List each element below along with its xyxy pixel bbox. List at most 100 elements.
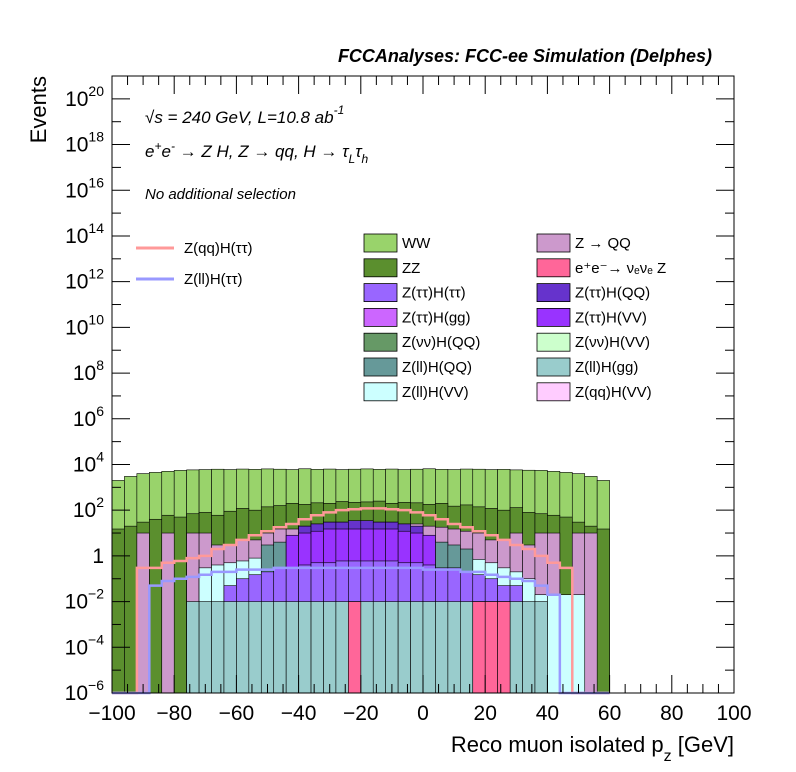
- y-tick-label: 10−2: [65, 586, 105, 614]
- legend-label-z-qq-h-vv: Z(qq)H(VV): [575, 384, 652, 401]
- bar-z-ll-h-gg: [335, 601, 349, 694]
- process-line: e+e- → Z H, Z → qq, H → τLτh: [145, 139, 369, 166]
- legend: Z(qq)H(ττ) Z(ll)H(ττ) WW ZZ Z(ττ)H(ττ) Z(ττ)H…: [136, 233, 666, 402]
- bar-z-ll-h-gg: [460, 601, 474, 694]
- legend-label-z-h-qq: Z(ττ)H(QQ): [575, 285, 650, 302]
- y-tick-label: 108: [73, 357, 104, 385]
- x-tick-label: 40: [536, 702, 559, 725]
- bar-z-ll-h-gg: [522, 601, 536, 694]
- legend-label-z-h-vv: Z(νν)H(VV): [575, 334, 650, 351]
- y-tick-label: 10−6: [65, 677, 105, 705]
- legend-label-z-ll-h-gg: Z(ll)H(gg): [575, 359, 638, 376]
- legend-label-z-qq: Z → QQ: [575, 235, 631, 252]
- legend-swatch-z-ll-h-qq: [363, 357, 398, 377]
- bar-z-ll-h-vv: [559, 594, 573, 694]
- x-tick-label: 0: [417, 702, 429, 725]
- y-tick-label: 10−4: [65, 631, 105, 659]
- legend-swatch-z-h-qq: [363, 332, 398, 352]
- y-tick-label: 1010: [65, 311, 104, 339]
- bar-z-ll-h-gg: [310, 601, 324, 694]
- bar-zz: [124, 525, 138, 694]
- bar-z-ll-h-vv: [547, 594, 561, 694]
- legend-swatch-z-h-vv: [536, 332, 571, 352]
- legend-swatch-ww: [363, 233, 398, 253]
- legend-swatch-zz: [363, 258, 398, 278]
- bar-zz: [111, 528, 125, 694]
- bar-z-ll-h-gg: [397, 601, 411, 694]
- legend-label-z-h-vv: Z(ττ)H(VV): [575, 309, 647, 326]
- legend-label-ww: WW: [402, 235, 431, 252]
- legend-label-z-ll-h-qq: Z(ll)H(QQ): [402, 359, 472, 376]
- y-tick-label: 106: [73, 403, 104, 431]
- bar-z-ll-h-gg: [360, 601, 374, 694]
- legend-swatch-z-qq-h-vv: [536, 382, 571, 402]
- legend-label-z-ll-h-vv: Z(ll)H(VV): [402, 384, 469, 401]
- bar-z-ll-h-gg: [410, 601, 424, 694]
- bar-e-e-z: [472, 601, 486, 694]
- x-tick-label: 80: [660, 702, 683, 725]
- bar-z-ll-h-gg: [186, 601, 200, 694]
- legend-swatch-z-h-gg: [363, 307, 398, 327]
- bar-z-ll-h-gg: [372, 601, 386, 694]
- x-tick-label: −100: [88, 702, 135, 725]
- y-tick-label: 102: [73, 494, 104, 522]
- signal-z-qq-h: [112, 507, 610, 695]
- bar-z-qq: [584, 532, 598, 694]
- bar-z-ll-h-gg: [223, 601, 237, 694]
- bar-z-ll-h-gg: [248, 601, 262, 694]
- selection-line: No additional selection: [145, 186, 296, 203]
- bar-e-e-z: [497, 601, 511, 694]
- legend-label-z-h-qq: Z(νν)H(QQ): [402, 334, 480, 351]
- bar-z-ll-h-gg: [435, 601, 449, 694]
- legend-swatch-z-h: [363, 283, 398, 303]
- signal-lines: [112, 507, 610, 695]
- x-axis-ticks: −100 −80 −60 −40 −20 0 20 40 60 80 100: [88, 76, 752, 725]
- y-axis-ticks: 10−6 10−4 10−2 1 102 104 106 108 1010 1012 1014 101…: [65, 75, 734, 705]
- bar-e-e-z: [348, 601, 362, 694]
- x-tick-label: −80: [156, 702, 192, 725]
- bar-z-qq: [136, 532, 150, 694]
- bar-z-ll-h-vv: [571, 594, 586, 694]
- legend-swatch-e-e-z: [536, 258, 571, 278]
- bar-z-ll-h-gg: [260, 601, 275, 694]
- y-tick-label: 1020: [65, 83, 104, 111]
- y-tick-label: 1014: [65, 220, 104, 248]
- bar-z-ll-h-gg: [198, 601, 212, 694]
- legend-label-e-e-z: e⁺e⁻→ νₑνₑ Z: [575, 260, 666, 277]
- bar-zz: [173, 516, 187, 694]
- signal-z-ll-h: [112, 566, 610, 695]
- bar-zz: [149, 518, 163, 694]
- y-tick-label: 1018: [65, 129, 104, 157]
- y-axis-label: Events: [26, 76, 51, 143]
- x-tick-label: 20: [474, 702, 497, 725]
- bar-e-e-z: [484, 601, 498, 694]
- y-tick-label: 1012: [65, 266, 104, 294]
- y-tick-label: 1: [92, 545, 104, 568]
- bar-z-ll-h-gg: [534, 601, 548, 694]
- x-tick-label: −60: [219, 702, 255, 725]
- legend-label-z-h: Z(ττ)H(ττ): [402, 285, 466, 302]
- legend-label-z-h-gg: Z(ττ)H(gg): [402, 309, 471, 326]
- energy-line: √s = 240 GeV, L=10.8 ab-1: [145, 103, 344, 127]
- legend-swatch-z-h-qq: [536, 283, 571, 303]
- annotation-text: √s = 240 GeV, L=10.8 ab-1 e+e- → Z H, Z …: [145, 103, 369, 203]
- y-tick-label: 1016: [65, 174, 104, 202]
- bar-z-qq: [161, 532, 175, 694]
- legend-swatch-z-h-vv: [536, 307, 571, 327]
- header-title: FCCAnalyses: FCC-ee Simulation (Delphes): [338, 46, 712, 66]
- bar-z-ll-h-gg: [323, 601, 337, 694]
- bar-z-ll-h-gg: [298, 601, 312, 694]
- bar-z-ll-h-gg: [211, 601, 225, 694]
- legend-label-z-ll-h: Z(ll)H(ττ): [184, 271, 243, 288]
- y-tick-label: 104: [73, 448, 104, 476]
- legend-label-zz: ZZ: [402, 260, 420, 277]
- x-tick-label: 100: [716, 702, 751, 725]
- bar-zz: [596, 528, 610, 694]
- bar-z-ll-h-gg: [285, 601, 299, 694]
- stack-e-e-z: [348, 601, 511, 694]
- bar-z-ll-h-gg: [422, 601, 436, 694]
- x-axis-label: Reco muon isolated pz [GeV]: [451, 732, 734, 765]
- bar-z-ll-h-gg: [273, 601, 287, 694]
- bar-z-ll-h-gg: [447, 601, 461, 694]
